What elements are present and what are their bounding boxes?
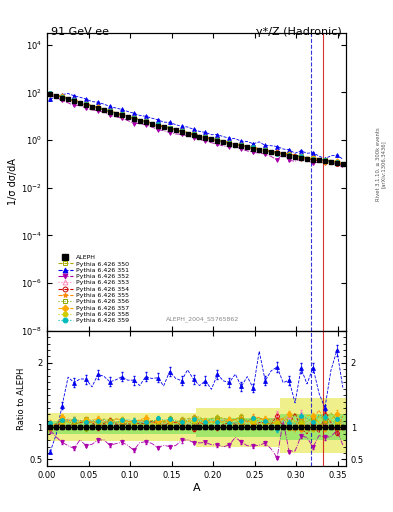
Text: Rivet 3.1.10, ≥ 300k events: Rivet 3.1.10, ≥ 300k events <box>376 127 380 201</box>
Y-axis label: 1/σ dσ/dA: 1/σ dσ/dA <box>8 159 18 205</box>
Legend: ALEPH, Pythia 6.426 350, Pythia 6.426 351, Pythia 6.426 352, Pythia 6.426 353, P: ALEPH, Pythia 6.426 350, Pythia 6.426 35… <box>56 253 130 325</box>
Y-axis label: Ratio to ALEPH: Ratio to ALEPH <box>17 367 26 430</box>
Text: ALEPH_2004_S5765862: ALEPH_2004_S5765862 <box>166 316 239 322</box>
Text: [arXiv:1306.3436]: [arXiv:1306.3436] <box>381 140 386 188</box>
Text: γ*/Z (Hadronic): γ*/Z (Hadronic) <box>256 27 342 37</box>
Text: 91 GeV ee: 91 GeV ee <box>51 27 109 37</box>
X-axis label: A: A <box>193 482 200 493</box>
